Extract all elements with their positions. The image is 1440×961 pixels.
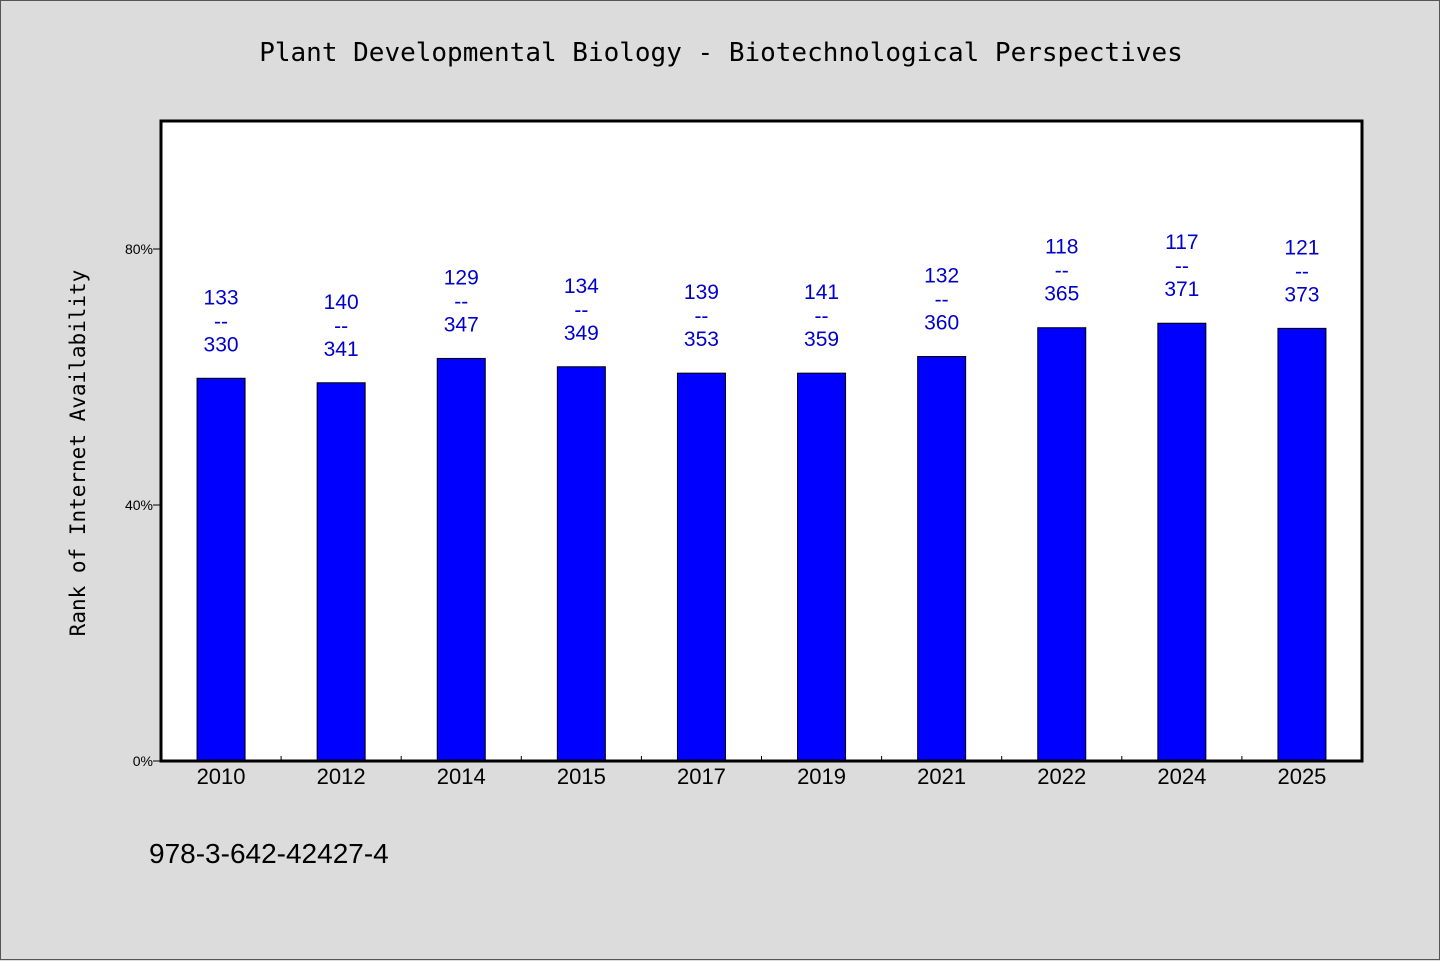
data-label-top: 129	[444, 266, 479, 289]
bar-2010	[196, 377, 246, 762]
data-label-top: 140	[324, 291, 359, 314]
data-label-separator: --	[1055, 260, 1069, 283]
data-label-bottom: 330	[204, 333, 239, 356]
data-label-separator: --	[935, 289, 949, 312]
data-label-separator: --	[214, 310, 228, 333]
data-label-top: 118	[1045, 236, 1078, 259]
data-label-top: 133	[204, 286, 239, 309]
y-tick-label: 80%	[125, 241, 153, 257]
data-label-bottom: 347	[444, 313, 479, 336]
data-label-bottom: 359	[804, 328, 839, 351]
data-label-separator: --	[574, 299, 588, 322]
x-tick-label: 2017	[677, 764, 726, 789]
data-label-bottom: 341	[324, 338, 359, 361]
data-label-bottom: 349	[564, 322, 599, 345]
data-label-separator: --	[694, 305, 708, 328]
x-tick-label: 2024	[1157, 764, 1206, 789]
data-label-top: 139	[684, 281, 719, 304]
data-label-bottom: 353	[684, 328, 719, 351]
data-label-top: 134	[564, 275, 599, 298]
data-labels-layer: 133--330140--341129--347134--349139--353…	[204, 231, 1320, 361]
y-tick-label: 40%	[125, 497, 153, 513]
bar-2019	[797, 372, 847, 762]
data-label-separator: --	[454, 290, 468, 313]
x-tick-label: 2022	[1037, 764, 1086, 789]
y-axis: 0% 40% 80%	[125, 241, 161, 769]
x-tick-label: 2021	[917, 764, 966, 789]
data-label-top: 141	[804, 281, 839, 304]
x-tick-label: 2012	[317, 764, 366, 789]
x-tick-label: 2014	[437, 764, 486, 789]
bars-layer	[196, 322, 1327, 762]
data-label-bottom: 360	[924, 312, 959, 335]
isbn-footer: 978-3-642-42427-4	[149, 838, 389, 869]
bar-2021	[917, 356, 967, 762]
bar-2024	[1157, 322, 1207, 762]
data-label-bottom: 365	[1044, 283, 1079, 306]
x-tick-label: 2025	[1277, 764, 1326, 789]
data-label-top: 117	[1165, 231, 1198, 254]
bar-2017	[676, 372, 726, 762]
bar-2015	[556, 366, 606, 762]
x-tick-label: 2019	[797, 764, 846, 789]
bar-2014	[436, 357, 486, 762]
data-label-bottom: 373	[1284, 283, 1319, 306]
data-label-separator: --	[1295, 260, 1309, 283]
data-label-bottom: 371	[1164, 278, 1199, 301]
data-label-top: 121	[1284, 236, 1319, 259]
data-label-top: 132	[924, 265, 959, 288]
bar-2012	[316, 382, 366, 762]
x-tick-label: 2010	[197, 764, 246, 789]
data-label-separator: --	[1175, 255, 1189, 278]
y-axis-label: Rank of Internet Availability	[66, 270, 90, 637]
data-label-separator: --	[815, 305, 829, 328]
x-tick-label: 2015	[557, 764, 606, 789]
chart-title: Plant Developmental Biology - Biotechnol…	[259, 38, 1183, 68]
x-axis: 2010 2012 2014 2015 2017 2019 2021 2022 2024 2025	[197, 756, 1326, 789]
bar-2025	[1277, 327, 1327, 762]
data-label-separator: --	[334, 315, 348, 338]
y-tick-label: 0%	[133, 753, 153, 769]
bar-2022	[1037, 327, 1087, 762]
